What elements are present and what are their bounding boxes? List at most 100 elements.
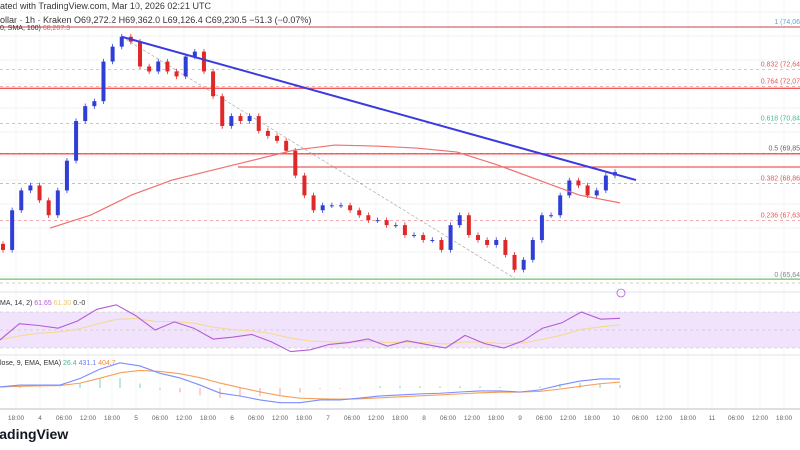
candle-body [64, 160, 69, 191]
x-tick-label: 6 [230, 415, 234, 422]
macd-line [0, 362, 621, 404]
x-tick-label: 12:00 [752, 415, 769, 422]
macd-legend: lose, 9, EMA, EMA) 26.4 431.1 404.7 [0, 360, 116, 367]
x-tick-label: 9 [518, 415, 522, 422]
x-tick-label: 18:00 [680, 415, 697, 422]
candle-body [530, 240, 535, 260]
candle-body [10, 210, 15, 250]
macd-signal-value: 404.7 [98, 360, 116, 367]
x-tick-label: 18:00 [488, 415, 505, 422]
candle-body [1, 243, 5, 250]
x-tick-label: 06:00 [56, 415, 73, 422]
sma-legend: 0, SMA, 100) 68,207.3 [0, 25, 70, 32]
x-tick-label: 18:00 [776, 415, 793, 422]
sma-legend-value: 68,207.3 [42, 25, 71, 32]
candle-body [46, 200, 51, 216]
candle-body [119, 36, 124, 47]
candle-body [594, 190, 599, 196]
candle-body [138, 41, 143, 67]
x-tick-label: 06:00 [536, 415, 553, 422]
candle-body [558, 195, 563, 216]
candle-body [28, 185, 33, 191]
candle-body [503, 240, 508, 255]
candle-body [539, 215, 544, 241]
candle-body [229, 116, 234, 126]
x-tick-label: 06:00 [152, 415, 169, 422]
candle-body [74, 121, 79, 161]
candle-body [311, 195, 316, 211]
rsi-extra-value: 0.-0 [73, 300, 86, 307]
candle-body [338, 205, 343, 207]
candle-body [156, 61, 161, 72]
candle-body [183, 56, 188, 77]
candle-body [329, 205, 334, 207]
x-tick-label: 12:00 [656, 415, 673, 422]
candle-body [101, 61, 106, 102]
x-tick-label: 06:00 [248, 415, 265, 422]
candle-body [549, 215, 554, 217]
x-tick-label: 06:00 [728, 415, 745, 422]
candle-body [247, 116, 252, 122]
fib-level-label: 0.5 (69,85 [768, 146, 800, 153]
x-tick-label: 4 [38, 415, 42, 422]
x-tick-label: 18:00 [8, 415, 25, 422]
rsi-legend-label: MA, 14, 2) [0, 300, 33, 307]
candle-body [393, 225, 398, 227]
fib-level-label: 0.832 (72,64 [761, 62, 800, 69]
candle-body [475, 235, 480, 241]
x-tick-label: 12:00 [176, 415, 193, 422]
candle-body [19, 190, 24, 211]
high-value: H69,362.0 [118, 15, 161, 25]
candle-body [439, 240, 444, 250]
x-tick-label: 5 [134, 415, 138, 422]
x-tick-label: 12:00 [80, 415, 97, 422]
x-tick-label: 18:00 [104, 415, 121, 422]
candle-body [603, 175, 608, 191]
candle-body [567, 180, 572, 196]
macd-signal-line [0, 369, 621, 400]
x-tick-label: 06:00 [344, 415, 361, 422]
x-tick-label: 12:00 [464, 415, 481, 422]
x-tick-label: 12:00 [368, 415, 385, 422]
candle-body [521, 259, 526, 270]
x-tick-label: 06:00 [440, 415, 457, 422]
rsi-line [0, 304, 621, 353]
candle-body [293, 150, 298, 176]
fib-level-label: 0.382 (68,86 [761, 175, 800, 182]
candle-body [55, 190, 60, 216]
candle-body [201, 51, 206, 72]
x-tick-label: 7 [326, 415, 330, 422]
symbol-label: ollar · 1h · Kraken [0, 15, 72, 25]
rsi-ma-value: 61.30 [53, 300, 72, 307]
candle-body [402, 225, 407, 236]
bearish-trendline [121, 35, 637, 182]
close-value: C69,230.5 [205, 15, 247, 25]
candle-body [485, 240, 490, 245]
candle-body [348, 205, 353, 211]
fib-level-label: 0.764 (72,07 [761, 79, 800, 86]
candle-body [320, 205, 325, 211]
candle-body [147, 66, 152, 72]
fib-level-label: 0.618 (70,84 [761, 116, 800, 123]
x-tick-label: 06:00 [632, 415, 649, 422]
sma-100-line [49, 144, 621, 229]
x-tick-label: 18:00 [296, 415, 313, 422]
candle-body [494, 240, 499, 245]
candle-body [576, 180, 581, 186]
candle-body [366, 215, 371, 221]
candle-body [92, 101, 97, 107]
candle-body [302, 175, 307, 196]
candle-body [192, 51, 197, 57]
x-tick-label: 18:00 [584, 415, 601, 422]
x-tick-label: 8 [422, 415, 426, 422]
x-tick-label: 11 [709, 415, 716, 422]
macd-hist-value: 26.4 [63, 360, 77, 367]
candle-body [211, 71, 216, 97]
open-value: O69,272.2 [74, 15, 117, 25]
x-tick-label: 18:00 [200, 415, 217, 422]
candle-body [284, 140, 289, 151]
sma-legend-label: 0, SMA, 100) [0, 25, 41, 32]
x-tick-label: 12:00 [272, 415, 289, 422]
macd-legend-label: lose, 9, EMA, EMA) [0, 360, 62, 367]
